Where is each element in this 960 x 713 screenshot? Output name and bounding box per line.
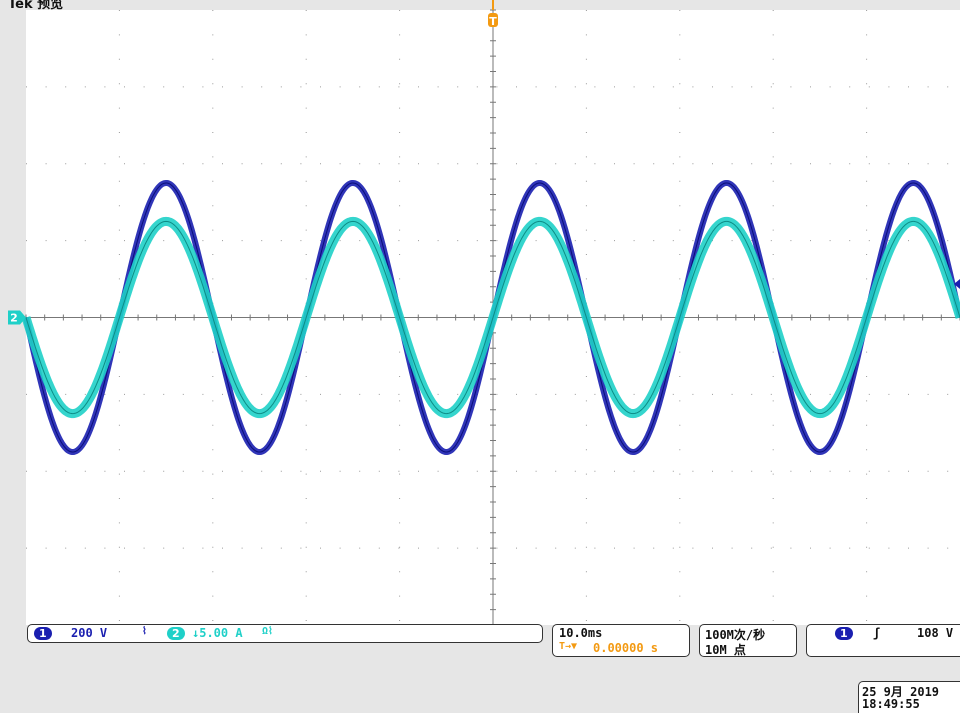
ch2-ground-marker-shape [8,310,26,325]
ch2-ground-marker-label: 2 [10,312,18,325]
ch2-ground-marker[interactable]: 2 [8,310,26,325]
acquisition-readout[interactable]: 100M次/秒 10M 点 [699,624,797,657]
sample-rate: 100M次/秒 [705,628,766,642]
time: 18:49:55 [862,697,920,711]
trigger-level-arrow-icon [954,279,960,289]
ch2-badge[interactable]: 2 [167,627,185,640]
trigger-marker-box [488,13,498,27]
timebase-value: 10.0ms [559,626,603,640]
record-length: 10M 点 [705,643,746,657]
trigger-position-marker[interactable]: T [488,0,498,28]
trigger-marker-letter: T [489,15,497,28]
markers: T2 [8,0,498,325]
ch1-badge[interactable]: 1 [34,627,52,640]
ch1-coupling-icon: ⌇ [142,626,147,637]
waveforms [21,180,960,455]
date: 25 9月 2019 [862,685,940,699]
trigger-position: 0.00000 s [593,641,659,655]
trigger-position-icon: T→▼ [559,641,578,652]
ch1-scale: 200 V [71,626,108,640]
datetime-readout: 25 9月 2019 18:49:55 [858,681,960,713]
acquisition-status: Tek 预览 [8,0,64,12]
timebase-readout[interactable]: 10.0ms T→▼ 0.00000 s [552,624,690,657]
trigger-channel-badge: 1 [835,627,853,640]
trigger-level: 108 V [917,626,954,640]
channel-readout[interactable]: 1 200 V ⌇ 2 ↓5.00 A Ω⌇ [27,624,543,643]
trigger-slope-icon: ʃ [873,626,881,640]
trigger-readout[interactable]: 1 ʃ 108 V [806,624,960,657]
ch2-scale: ↓5.00 A [192,626,243,640]
ch2-trace-core [25,220,960,415]
ch2-trace [21,216,960,419]
ch2-coupling-icon: Ω⌇ [262,626,273,637]
